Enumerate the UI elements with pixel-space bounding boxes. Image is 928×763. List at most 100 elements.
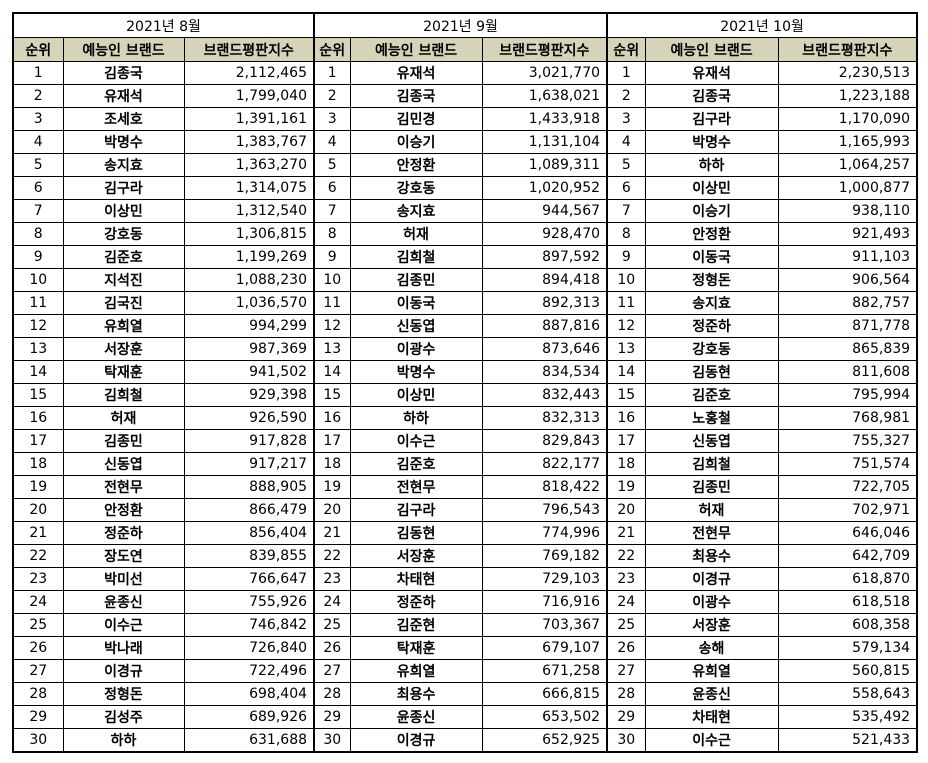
cell-score: 796,543 — [481, 498, 609, 522]
cell-name: 신동엽 — [644, 429, 779, 453]
cell-name: 이수근 — [62, 613, 185, 637]
table-row: 13 서장훈 987,369 13 이광수 873,646 13 강호동 865,839 — [12, 337, 918, 361]
cell-rank: 21 — [606, 521, 646, 545]
cell-score: 560,815 — [777, 659, 918, 683]
cell-score: 929,398 — [183, 383, 316, 407]
table-row: 11 김국진 1,036,570 11 이동국 892,313 11 송지효 882,757 — [12, 291, 918, 315]
cell-rank: 9 — [606, 245, 646, 269]
cell-name: 이경규 — [62, 659, 185, 683]
cell-rank: 8 — [12, 222, 64, 246]
cell-score: 774,996 — [481, 521, 609, 545]
cell-rank: 1 — [313, 61, 351, 85]
cell-rank: 7 — [606, 199, 646, 223]
table-row: 2 유재석 1,799,040 2 김종국 1,638,021 2 김종국 1,223,188 — [12, 84, 918, 108]
cell-name: 송지효 — [644, 291, 779, 315]
cell-name: 유희열 — [62, 314, 185, 338]
cell-name: 송지효 — [62, 153, 185, 177]
cell-name: 허재 — [349, 222, 483, 246]
cell-name: 김동현 — [349, 521, 483, 545]
cell-name: 서장훈 — [349, 544, 483, 568]
cell-name: 김구라 — [349, 498, 483, 522]
cell-score: 521,433 — [777, 728, 918, 753]
cell-score: 795,994 — [777, 383, 918, 407]
cell-score: 698,404 — [183, 682, 316, 706]
cell-rank: 3 — [606, 107, 646, 131]
cell-score: 702,971 — [777, 498, 918, 522]
cell-rank: 8 — [313, 222, 351, 246]
table-row: 30 하하 631,688 30 이경규 652,925 30 이수근 521,433 — [12, 728, 918, 753]
cell-name: 이상민 — [62, 199, 185, 223]
cell-name: 윤종신 — [349, 705, 483, 729]
table-row: 7 이상민 1,312,540 7 송지효 944,567 7 이승기 938,110 — [12, 199, 918, 223]
cell-name: 김성주 — [62, 705, 185, 729]
cell-score: 926,590 — [183, 406, 316, 430]
cell-score: 722,496 — [183, 659, 316, 683]
cell-name: 김종민 — [349, 268, 483, 292]
cell-rank: 16 — [606, 406, 646, 430]
cell-score: 897,592 — [481, 245, 609, 269]
table-row: 9 김준호 1,199,269 9 김희철 897,592 9 이동국 911,103 — [12, 245, 918, 269]
header-score: 브랜드평판지수 — [777, 37, 918, 62]
cell-score: 703,367 — [481, 613, 609, 637]
cell-rank: 14 — [12, 360, 64, 384]
cell-score: 822,177 — [481, 452, 609, 476]
cell-score: 1,165,993 — [777, 130, 918, 154]
cell-rank: 26 — [313, 636, 351, 660]
cell-name: 장도연 — [62, 544, 185, 568]
cell-score: 856,404 — [183, 521, 316, 545]
cell-rank: 25 — [313, 613, 351, 637]
cell-rank: 3 — [12, 107, 64, 131]
cell-score: 928,470 — [481, 222, 609, 246]
cell-rank: 30 — [606, 728, 646, 753]
cell-rank: 19 — [12, 475, 64, 499]
cell-score: 987,369 — [183, 337, 316, 361]
header-rank: 순위 — [12, 37, 64, 62]
table-row: 18 신동엽 917,217 18 김준호 822,177 18 김희철 751,574 — [12, 452, 918, 476]
cell-rank: 19 — [606, 475, 646, 499]
cell-score: 535,492 — [777, 705, 918, 729]
cell-score: 921,493 — [777, 222, 918, 246]
cell-score: 679,107 — [481, 636, 609, 660]
table-row: 22 장도연 839,855 22 서장훈 769,182 22 최용수 642,709 — [12, 544, 918, 568]
cell-score: 755,926 — [183, 590, 316, 614]
cell-rank: 30 — [313, 728, 351, 753]
cell-rank: 24 — [12, 590, 64, 614]
cell-score: 631,688 — [183, 728, 316, 753]
cell-score: 769,182 — [481, 544, 609, 568]
table-row: 14 탁재훈 941,502 14 박명수 834,534 14 김동현 811,608 — [12, 360, 918, 384]
cell-rank: 24 — [606, 590, 646, 614]
header-name: 예능인 브랜드 — [62, 37, 185, 62]
table-row: 5 송지효 1,363,270 5 안정환 1,089,311 5 하하 1,064,257 — [12, 153, 918, 177]
cell-name: 김동현 — [644, 360, 779, 384]
table-row: 10 지석진 1,088,230 10 김종민 894,418 10 정형돈 906,564 — [12, 268, 918, 292]
table-row: 4 박명수 1,383,767 4 이승기 1,131,104 4 박명수 1,165,993 — [12, 130, 918, 154]
cell-score: 1,089,311 — [481, 153, 609, 177]
cell-rank: 22 — [313, 544, 351, 568]
cell-rank: 15 — [313, 383, 351, 407]
cell-rank: 14 — [313, 360, 351, 384]
cell-name: 윤종신 — [644, 682, 779, 706]
cell-rank: 2 — [12, 84, 64, 108]
cell-score: 671,258 — [481, 659, 609, 683]
cell-name: 최용수 — [644, 544, 779, 568]
cell-name: 허재 — [62, 406, 185, 430]
cell-name: 김종국 — [349, 84, 483, 108]
cell-name: 김종국 — [62, 61, 185, 85]
cell-name: 서장훈 — [644, 613, 779, 637]
cell-name: 유희열 — [349, 659, 483, 683]
cell-score: 1,638,021 — [481, 84, 609, 108]
cell-name: 조세호 — [62, 107, 185, 131]
cell-name: 송해 — [644, 636, 779, 660]
cell-score: 751,574 — [777, 452, 918, 476]
cell-name: 정준하 — [62, 521, 185, 545]
cell-rank: 15 — [606, 383, 646, 407]
header-name: 예능인 브랜드 — [644, 37, 779, 62]
column-header-row: 순위 예능인 브랜드 브랜드평판지수 순위 예능인 브랜드 브랜드평판지수 순위… — [12, 37, 918, 62]
cell-name: 유재석 — [62, 84, 185, 108]
cell-name: 하하 — [644, 153, 779, 177]
month-title-row: 2021년 8월 2021년 9월 2021년 10월 — [12, 12, 918, 38]
cell-score: 689,926 — [183, 705, 316, 729]
cell-rank: 28 — [313, 682, 351, 706]
cell-score: 873,646 — [481, 337, 609, 361]
header-score: 브랜드평판지수 — [481, 37, 609, 62]
